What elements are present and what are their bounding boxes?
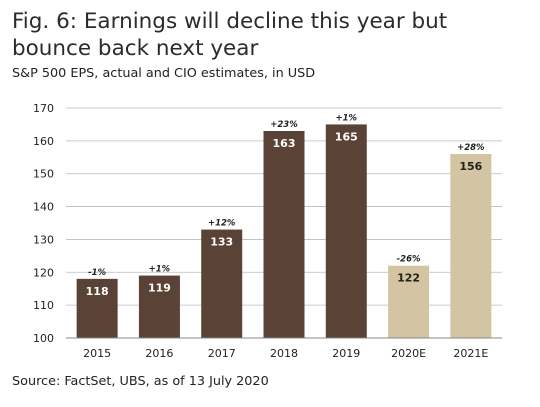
bar-2018 bbox=[263, 131, 305, 338]
x-tick-label: 2017 bbox=[208, 347, 236, 360]
x-tick-label: 2015 bbox=[83, 347, 111, 360]
x-tick-label: 2018 bbox=[270, 347, 298, 360]
x-tick-label: 2020E bbox=[391, 347, 426, 360]
change-label-2018: +23% bbox=[270, 120, 298, 130]
change-label-2021e: +28% bbox=[457, 143, 485, 153]
y-tick-label: 120 bbox=[33, 266, 54, 279]
axes: 100 110 120 130 140 150 160 170 2015 2016 2017 2018… bbox=[33, 102, 502, 360]
source-note: Source: FactSet, UBS, as of 13 July 2020 bbox=[12, 374, 269, 389]
x-tick-label: 2016 bbox=[145, 347, 173, 360]
y-tick-label: 160 bbox=[33, 135, 54, 148]
bar-2017 bbox=[201, 229, 243, 338]
bar-2019 bbox=[325, 124, 367, 338]
y-tick-label: 140 bbox=[33, 201, 54, 214]
y-tick-label: 130 bbox=[33, 233, 54, 246]
bar-2021e bbox=[450, 154, 492, 338]
value-label-2015: 118 bbox=[86, 285, 109, 298]
value-label-2018: 163 bbox=[273, 137, 296, 150]
bar-2015 bbox=[76, 278, 118, 338]
bar-2020e bbox=[388, 265, 430, 338]
chart-subtitle: S&P 500 EPS, actual and CIO estimates, i… bbox=[12, 66, 316, 81]
value-label-2020e: 122 bbox=[397, 272, 420, 285]
bar-2016 bbox=[138, 275, 180, 338]
value-label-2016: 119 bbox=[148, 282, 171, 295]
y-tick-label: 170 bbox=[33, 102, 54, 115]
value-label-2019: 165 bbox=[335, 130, 358, 143]
y-tick-label: 150 bbox=[33, 168, 54, 181]
chart-title: Fig. 6: Earnings will decline this year … bbox=[12, 9, 448, 61]
y-tick-label: 110 bbox=[33, 299, 54, 312]
change-label-2020e: -26% bbox=[397, 255, 421, 265]
bars: 118 -1% 119 +1% 133 +12% 163 +23% 165 +1% 122 -26% 1… bbox=[76, 113, 492, 338]
change-label-2016: +1% bbox=[149, 265, 171, 275]
change-label-2019: +1% bbox=[336, 113, 358, 123]
change-label-2017: +12% bbox=[208, 219, 236, 229]
change-label-2015: -1% bbox=[88, 268, 106, 278]
x-tick-label: 2019 bbox=[332, 347, 360, 360]
value-label-2021e: 156 bbox=[459, 160, 482, 173]
value-label-2017: 133 bbox=[210, 236, 233, 249]
eps-bar-chart: 118-1%119+1%133+12%163+23%165+1%122-26%1… bbox=[33, 102, 502, 360]
y-tick-label: 100 bbox=[33, 332, 54, 345]
x-tick-label: 2021E bbox=[453, 347, 488, 360]
